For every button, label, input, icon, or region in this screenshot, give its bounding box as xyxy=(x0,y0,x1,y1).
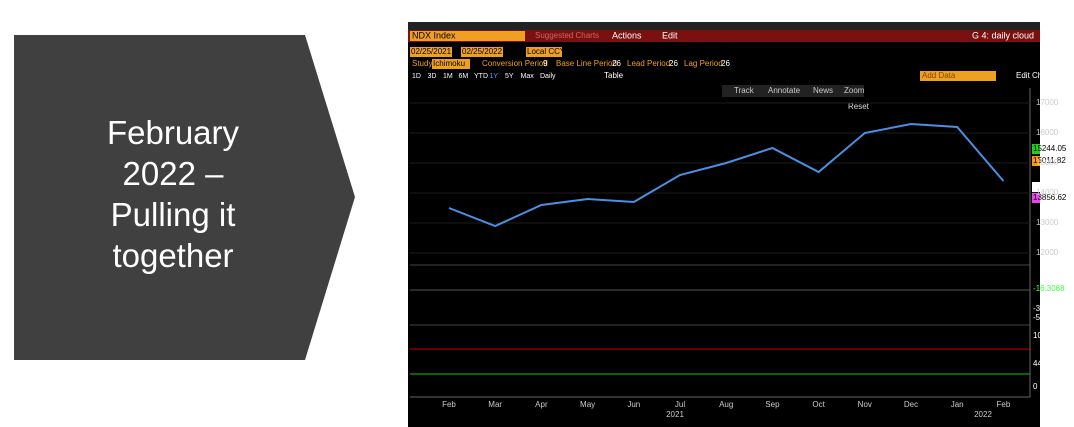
y-tick-label: 15000 xyxy=(1036,158,1059,167)
price-line xyxy=(448,122,1005,228)
tool-bar xyxy=(722,85,864,97)
price-label: 15011.82 xyxy=(1033,156,1066,165)
price-label: 14189.16 xyxy=(1033,182,1067,191)
year-label: 2021 xyxy=(666,410,684,419)
price-label-box xyxy=(1032,193,1040,203)
currency: Local CCY xyxy=(527,47,566,56)
study-box[interactable] xyxy=(432,59,470,69)
edit-chart[interactable]: Edit Chart xyxy=(1016,71,1052,80)
add-data-box[interactable] xyxy=(920,71,996,81)
base: 26 xyxy=(612,59,621,68)
y-tick-label: 13000 xyxy=(1036,218,1059,227)
period-button[interactable]: 6M xyxy=(459,73,469,80)
ticker-box xyxy=(410,31,525,41)
x-tick-label: Dec xyxy=(904,400,918,409)
period-button[interactable]: 3D xyxy=(428,73,437,80)
period-button[interactable]: YTD xyxy=(474,73,488,80)
rsi-label: 0 xyxy=(1033,382,1038,391)
macd-label: -16.3068 xyxy=(1033,284,1065,293)
period-button[interactable]: 1M xyxy=(443,73,453,80)
header-bar xyxy=(408,30,1040,42)
y-tick-label: 14000 xyxy=(1036,188,1059,197)
macd-label: -500 xyxy=(1033,313,1050,322)
period-button[interactable]: 1Y xyxy=(490,73,499,80)
start-date: 02/25/2021 xyxy=(411,47,452,56)
lead: 26 xyxy=(669,59,678,68)
chart-name: G 4: daily cloud xyxy=(972,30,1034,40)
end-date: 02/25/2022 xyxy=(462,47,503,56)
rsi-label: 100 xyxy=(1033,331,1047,340)
actions[interactable]: Actions xyxy=(612,30,642,40)
top-strip xyxy=(408,22,1040,30)
period-button[interactable]: 5Y xyxy=(505,73,514,80)
table[interactable]: Table xyxy=(604,71,624,80)
conversion-label: Conversion Period xyxy=(482,59,548,68)
x-tick-label: Nov xyxy=(858,400,872,409)
y-tick-label: 16000 xyxy=(1036,128,1059,137)
x-tick-label: Jul xyxy=(675,400,685,409)
base-label: Base Line Period xyxy=(556,59,617,68)
screenshot xyxy=(408,22,1040,427)
x-tick-label: May xyxy=(580,400,595,409)
x-tick-label: Oct xyxy=(812,400,825,409)
x-tick-label: Jan xyxy=(951,400,964,409)
x-tick-label: Mar xyxy=(488,400,502,409)
macd-label: -325.587 xyxy=(1033,304,1065,313)
price-label: 15244.05 xyxy=(1033,144,1067,153)
date-box[interactable] xyxy=(410,47,452,57)
x-tick-label: Jun xyxy=(627,400,640,409)
price-label-box xyxy=(1032,182,1040,192)
tool-button[interactable]: Annotate xyxy=(768,86,801,95)
y-tick-label: 12000 xyxy=(1036,248,1059,257)
price-label: 13856.62 xyxy=(1033,193,1067,202)
x-tick-label: Feb xyxy=(442,400,456,409)
period-button[interactable]: Max xyxy=(521,73,535,80)
lag-label: Lag Period xyxy=(684,59,723,68)
suggested[interactable]: Suggested Charts xyxy=(535,31,599,40)
lag: 26 xyxy=(721,59,730,68)
x-tick-label: Aug xyxy=(719,400,733,409)
lead-label: Lead Period xyxy=(627,59,670,68)
study-label: Study xyxy=(412,59,432,68)
date-box[interactable] xyxy=(461,47,503,57)
slide-title: February 2022 – Pulling it together xyxy=(106,114,240,274)
tool-button[interactable]: News xyxy=(813,86,833,95)
rsi-label: 44.5757 xyxy=(1033,359,1062,368)
price-label-box xyxy=(1032,156,1040,166)
y-tick-label: 17000 xyxy=(1036,98,1059,107)
chevron xyxy=(14,35,355,360)
edit[interactable]: Edit xyxy=(662,30,678,40)
tool-button[interactable]: Track xyxy=(734,86,755,95)
add-data: Add Data xyxy=(922,71,956,80)
reset[interactable]: Reset xyxy=(848,102,870,111)
ticker: NDX Index xyxy=(412,30,456,40)
price-label-box xyxy=(1032,144,1040,154)
x-tick-label: Sep xyxy=(765,400,780,409)
period-button[interactable]: Daily xyxy=(540,73,556,80)
conversion: 9 xyxy=(543,59,548,68)
x-tick-label: Apr xyxy=(535,400,548,409)
x-tick-label: Feb xyxy=(997,400,1011,409)
ccy-box[interactable] xyxy=(526,47,562,57)
year-label: 2022 xyxy=(974,410,992,419)
tool-button[interactable]: Zoom xyxy=(844,86,865,95)
period-button[interactable]: 1D xyxy=(412,73,421,80)
study: Ichimoku xyxy=(433,59,465,68)
